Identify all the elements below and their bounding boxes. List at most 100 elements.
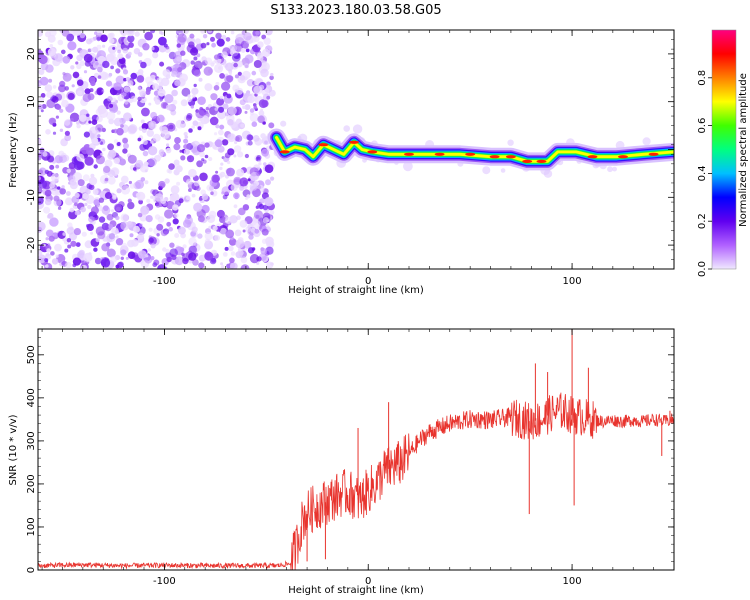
noise-blob [175, 119, 185, 129]
noise-blob [70, 65, 75, 70]
noise-blob [261, 228, 269, 236]
noise-blob [193, 180, 200, 187]
noise-blob [232, 45, 238, 51]
noise-blob [260, 248, 268, 255]
noise-blob [67, 92, 75, 100]
noise-blob [115, 206, 121, 212]
noise-blob [127, 201, 135, 210]
noise-blob [229, 257, 235, 264]
noise-blob [50, 173, 60, 182]
noise-blob [166, 143, 170, 147]
noise-blob [253, 210, 264, 220]
noise-blob [191, 94, 196, 99]
noise-blob [163, 230, 168, 235]
noise-blob [127, 51, 132, 56]
noise-blob [95, 62, 99, 66]
noise-blob [57, 186, 61, 190]
noise-blob [95, 226, 105, 236]
noise-blob [38, 104, 43, 110]
noise-blob [191, 193, 196, 198]
noise-blob [144, 255, 153, 264]
noise-blob [242, 229, 246, 233]
noise-blob [244, 153, 249, 159]
noise-blob [230, 251, 236, 256]
noise-blob [48, 78, 53, 83]
noise-blob [249, 113, 259, 123]
noise-blob [120, 256, 125, 260]
noise-blob [83, 252, 93, 262]
noise-blob [208, 225, 212, 230]
noise-blob [111, 97, 117, 103]
noise-blob [237, 237, 244, 243]
noise-blob [138, 199, 144, 205]
noise-blob [81, 231, 87, 237]
snr-x-ticks: -100 0 100 [41, 329, 675, 587]
noise-blob [44, 31, 52, 38]
noise-blob [155, 203, 161, 208]
noise-blob [187, 94, 191, 98]
ridge-halo [500, 168, 506, 173]
noise-blob [96, 115, 103, 123]
noise-blob [233, 145, 242, 153]
noise-blob [117, 49, 121, 54]
noise-blob [170, 185, 180, 195]
noise-blob [261, 148, 269, 157]
noise-blob [227, 245, 234, 252]
noise-blob [107, 33, 114, 39]
noise-blob [270, 72, 274, 77]
colorbar-tick-label: 0.6 [697, 118, 708, 134]
noise-blob [130, 95, 138, 103]
noise-blob [84, 202, 88, 206]
noise-blob [62, 232, 66, 236]
noise-blob [262, 217, 269, 224]
noise-blob [44, 258, 49, 263]
noise-blob [108, 224, 114, 229]
noise-blob [141, 123, 149, 130]
noise-blob [240, 123, 245, 128]
noise-blob [172, 218, 179, 225]
noise-blob [240, 47, 246, 53]
noise-blob [104, 177, 109, 182]
noise-blob [52, 85, 57, 89]
noise-blob [127, 35, 135, 43]
ridge-halo [507, 139, 514, 146]
noise-blob [268, 122, 275, 129]
noise-blob [69, 181, 78, 190]
noise-blob [209, 185, 214, 191]
noise-blob [144, 180, 149, 185]
noise-blob [127, 30, 134, 35]
noise-blob [93, 164, 98, 169]
noise-blob [113, 82, 122, 91]
noise-blob [72, 172, 83, 182]
noise-blob [191, 226, 198, 233]
noise-blob [180, 99, 188, 107]
noise-blob [79, 32, 86, 39]
noise-blob [93, 199, 100, 206]
noise-blob [227, 119, 234, 126]
noise-blob [61, 99, 69, 108]
noise-blob [221, 265, 225, 269]
noise-blob [86, 38, 92, 45]
ridge-hotspot [587, 155, 598, 159]
noise-blob [61, 30, 70, 37]
noise-blob [251, 121, 258, 127]
noise-blob [219, 124, 225, 130]
noise-blob [96, 44, 102, 50]
x-tick-label: 0 [365, 576, 371, 587]
noise-blob [219, 95, 224, 100]
snr-y-ticks: 0 100 200 300 400 500 [26, 328, 674, 573]
noise-blob [110, 209, 115, 213]
noise-blob [125, 77, 130, 81]
snr-series [38, 329, 674, 570]
y-tick-label: 200 [26, 474, 37, 493]
noise-blob [58, 84, 66, 93]
noise-blob [150, 243, 156, 249]
snr-spikes [306, 329, 671, 562]
noise-blob [38, 152, 43, 158]
noise-blob [154, 99, 161, 105]
noise-blob [77, 251, 85, 259]
noise-blob [64, 130, 70, 136]
ridge-halo [280, 120, 287, 127]
noise-blob [115, 215, 120, 221]
noise-blob [116, 188, 122, 194]
